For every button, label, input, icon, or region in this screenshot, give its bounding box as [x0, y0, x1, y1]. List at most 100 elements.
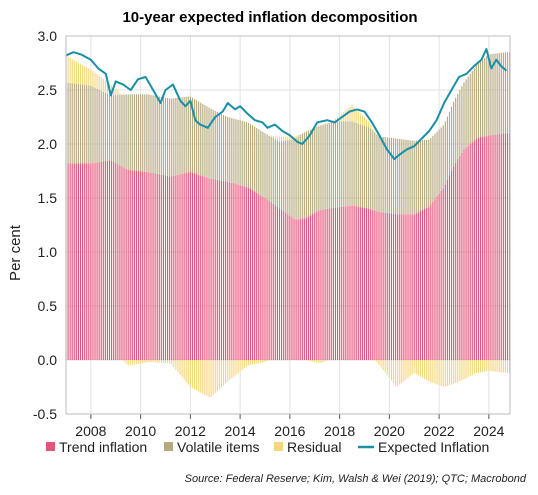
volatile-items-bar [372, 130, 374, 210]
month-bar [363, 117, 366, 360]
residual-bar [473, 360, 475, 375]
volatile-items-bar [411, 140, 413, 215]
month-bar [135, 94, 138, 365]
month-bar [164, 97, 167, 363]
month-bar [100, 77, 102, 360]
volatile-items-bar [285, 140, 287, 213]
month-bar [198, 101, 200, 392]
trend-inflation-bar [129, 170, 131, 360]
volatile-items-bar [100, 90, 102, 162]
x-tick-label: 2014 [225, 423, 256, 439]
trend-inflation-bar [127, 169, 129, 360]
volatile-items-bar [133, 94, 135, 171]
month-bar [202, 103, 204, 394]
volatile-items-bar [446, 116, 448, 180]
trend-inflation-bar [140, 171, 142, 360]
residual-bar [376, 360, 378, 363]
expected-inflation-line [65, 48, 507, 161]
month-bar [301, 133, 303, 360]
volatile-items-bar [191, 97, 194, 173]
volatile-items-bar [330, 122, 332, 209]
residual-bar [231, 360, 233, 379]
month-bar [365, 119, 368, 360]
month-bar [92, 71, 94, 360]
month-bar [475, 65, 477, 373]
residual-bar [504, 360, 507, 373]
trend-inflation-bar [415, 213, 417, 360]
volatile-items-bar [488, 54, 490, 136]
residual-bar [127, 360, 129, 366]
month-bar [154, 95, 156, 363]
month-bar [446, 116, 448, 386]
month-bar [251, 125, 254, 365]
volatile-items-bar [152, 95, 154, 174]
residual-bar [96, 74, 98, 89]
trend-inflation-bar [372, 209, 374, 360]
trend-inflation-bar [297, 219, 299, 360]
month-bar [496, 53, 498, 372]
month-bar [324, 124, 326, 362]
volatile-items-bar [496, 53, 498, 135]
volatile-items-bar [399, 138, 401, 215]
month-bar [222, 114, 225, 386]
trend-inflation-bar [169, 176, 171, 360]
trend-inflation-bar [469, 144, 471, 360]
month-bar [285, 136, 287, 360]
trend-inflation-bar [473, 140, 475, 360]
month-bar [183, 97, 185, 380]
trend-inflation-bar [160, 174, 162, 360]
volatile-items-bar [196, 100, 198, 175]
residual-bar [82, 64, 84, 85]
volatile-items-bar [71, 83, 73, 164]
x-tick-label: 2024 [473, 423, 504, 439]
month-bar [77, 62, 80, 360]
volatile-items-bar [357, 123, 359, 207]
trend-inflation-bar [245, 186, 247, 360]
trend-inflation-bar [370, 209, 372, 360]
trend-inflation-bar [482, 136, 484, 360]
month-bar [270, 135, 272, 360]
volatile-items-bar [395, 138, 397, 215]
volatile-items-bar [500, 52, 502, 134]
month-bar [235, 119, 237, 375]
month-bar [167, 98, 169, 364]
residual-bar [160, 360, 162, 363]
month-bar [108, 83, 111, 360]
month-bar [158, 96, 160, 363]
trend-inflation-bar [162, 175, 164, 360]
x-tick-label: 2016 [274, 423, 305, 439]
volatile-items-bar [160, 96, 162, 175]
residual-bar [446, 360, 448, 386]
month-bar [274, 136, 276, 360]
trend-inflation-bar [436, 196, 438, 360]
month-bar [409, 140, 411, 377]
volatile-items-bar [368, 127, 370, 209]
trend-inflation-bar [111, 160, 113, 360]
volatile-items-bar [140, 94, 142, 172]
trend-inflation-bar [108, 160, 111, 360]
volatile-items-bar [177, 97, 179, 175]
month-bar [432, 135, 434, 383]
trend-inflation-bar [94, 162, 96, 360]
trend-inflation-bar [293, 219, 295, 360]
month-bar [243, 121, 245, 369]
volatile-items-bar [392, 138, 395, 214]
month-bar [434, 133, 436, 384]
trend-inflation-bar [283, 211, 285, 360]
volatile-items-bar [386, 137, 388, 214]
volatile-items-bar [413, 140, 415, 215]
trend-inflation-bar [75, 163, 77, 360]
legend: Trend inflation Volatile items Residual Exp… [46, 439, 489, 455]
trend-inflation-bar [291, 217, 293, 360]
month-bar [307, 130, 310, 361]
volatile-items-bar [305, 131, 308, 218]
residual-bar [283, 136, 285, 142]
residual-bar [222, 360, 225, 386]
trend-inflation-bar [73, 163, 75, 360]
volatile-items-bar [241, 120, 243, 186]
month-bar [241, 120, 243, 370]
month-bar [127, 94, 129, 366]
month-bar [140, 94, 142, 364]
volatile-items-bar [326, 123, 328, 209]
volatile-items-bar [461, 86, 463, 153]
